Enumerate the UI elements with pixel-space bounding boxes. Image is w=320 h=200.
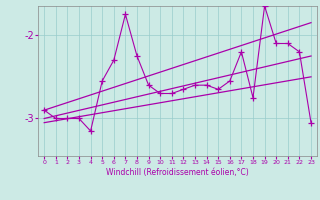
X-axis label: Windchill (Refroidissement éolien,°C): Windchill (Refroidissement éolien,°C) — [106, 168, 249, 177]
